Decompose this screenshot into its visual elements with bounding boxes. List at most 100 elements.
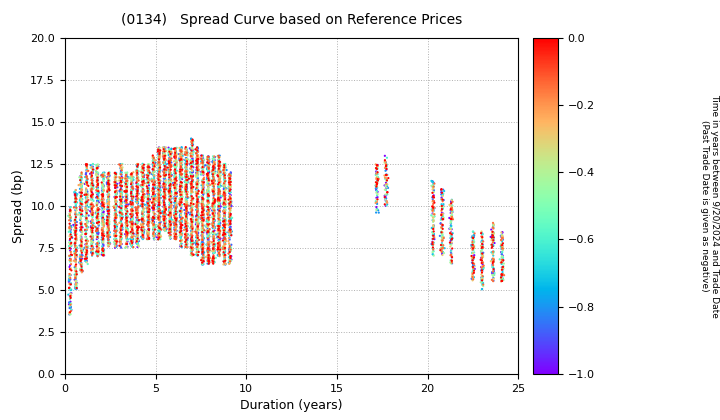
- Point: [224, 199, 235, 206]
- Point: [102, 215, 113, 222]
- Point: [122, 238, 133, 244]
- Point: [215, 193, 226, 199]
- Point: [182, 194, 194, 201]
- Point: [168, 146, 179, 152]
- Point: [81, 255, 92, 262]
- Point: [86, 172, 97, 178]
- Point: [158, 168, 170, 175]
- Point: [197, 189, 208, 195]
- Point: [136, 233, 148, 239]
- Point: [170, 218, 181, 224]
- Point: [86, 209, 97, 215]
- Point: [225, 228, 237, 234]
- Point: [197, 176, 209, 182]
- Point: [71, 278, 82, 284]
- Point: [86, 177, 97, 184]
- Point: [207, 180, 219, 186]
- Point: [115, 241, 127, 248]
- Point: [102, 183, 114, 190]
- Point: [203, 209, 215, 215]
- Point: [222, 238, 234, 244]
- Point: [127, 206, 138, 213]
- Point: [196, 231, 207, 238]
- Point: [143, 236, 155, 242]
- Point: [171, 186, 182, 192]
- Point: [76, 195, 87, 202]
- Point: [154, 223, 166, 230]
- Point: [132, 213, 143, 220]
- Point: [149, 178, 161, 185]
- Point: [207, 231, 219, 238]
- Point: [143, 213, 154, 220]
- Point: [132, 178, 143, 184]
- Point: [153, 163, 165, 170]
- Point: [175, 153, 186, 160]
- Point: [76, 174, 87, 181]
- Point: [213, 218, 225, 225]
- Point: [191, 190, 202, 197]
- Point: [97, 232, 109, 239]
- Point: [186, 228, 198, 235]
- Point: [212, 153, 224, 160]
- Point: [186, 245, 198, 252]
- Point: [202, 170, 214, 177]
- Point: [175, 203, 186, 210]
- Point: [486, 242, 498, 249]
- Point: [70, 207, 81, 213]
- Point: [207, 223, 219, 230]
- Point: [75, 267, 86, 273]
- Point: [175, 229, 186, 236]
- Point: [191, 202, 202, 208]
- Point: [203, 167, 215, 174]
- Point: [158, 189, 170, 196]
- Point: [114, 182, 126, 189]
- Point: [486, 241, 498, 248]
- Point: [202, 172, 213, 179]
- Point: [153, 215, 164, 222]
- Point: [159, 171, 171, 178]
- Point: [143, 164, 154, 171]
- Point: [146, 178, 158, 185]
- Point: [70, 249, 81, 255]
- Point: [198, 255, 210, 262]
- Point: [166, 199, 177, 205]
- Point: [132, 240, 144, 247]
- Point: [159, 227, 171, 234]
- Point: [117, 199, 128, 205]
- Point: [170, 149, 181, 155]
- Point: [180, 170, 192, 176]
- Point: [446, 257, 457, 264]
- Point: [186, 152, 198, 159]
- Point: [181, 177, 193, 184]
- Point: [170, 233, 181, 240]
- Point: [202, 241, 214, 247]
- Point: [69, 223, 81, 230]
- Point: [86, 186, 98, 192]
- Point: [197, 184, 209, 190]
- Point: [176, 191, 188, 198]
- Point: [70, 225, 81, 231]
- Point: [208, 235, 220, 242]
- Point: [197, 167, 208, 174]
- Point: [77, 247, 89, 254]
- Point: [76, 184, 88, 191]
- Point: [213, 152, 225, 159]
- Point: [122, 177, 133, 184]
- Point: [175, 231, 186, 237]
- Point: [65, 232, 76, 239]
- Point: [176, 240, 187, 247]
- Point: [120, 194, 132, 200]
- Point: [103, 186, 114, 192]
- Point: [181, 185, 192, 192]
- Point: [144, 203, 156, 210]
- Point: [120, 179, 132, 186]
- Point: [192, 172, 203, 178]
- Point: [97, 171, 109, 177]
- Point: [65, 207, 76, 213]
- Point: [488, 230, 500, 237]
- Point: [207, 200, 219, 207]
- Point: [132, 190, 144, 197]
- Point: [218, 229, 230, 236]
- Point: [155, 192, 166, 198]
- Point: [138, 187, 149, 194]
